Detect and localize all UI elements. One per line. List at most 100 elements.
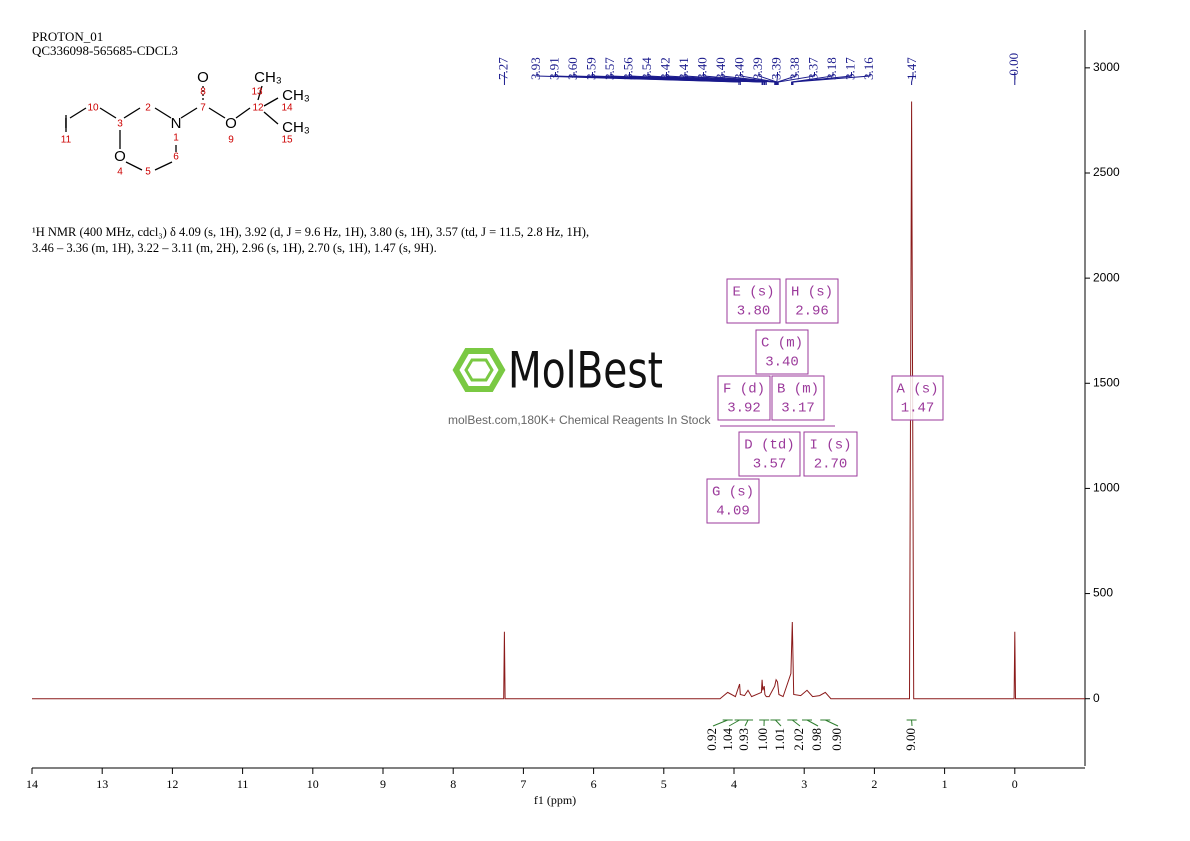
atom-number: 4 (117, 167, 123, 178)
atom-label: N (171, 115, 182, 132)
atom-number: 7 (200, 103, 206, 114)
peak-label: 3.37 (805, 57, 820, 80)
multiplet-shift: 1.47 (901, 401, 935, 417)
multiplet-box (785, 278, 839, 324)
peak-connector (740, 72, 777, 85)
logo-tagline: molBest.com,180K+ Chemical Reagents In S… (448, 413, 711, 427)
atom-number: 15 (281, 135, 293, 146)
peak-label: 3.91 (546, 57, 561, 80)
peak-connector (911, 72, 914, 85)
y-tick-label: 1500 (1093, 375, 1120, 389)
x-tick-label: 4 (731, 777, 737, 791)
peak-label: 3.17 (842, 57, 857, 80)
y-tick-label: 2500 (1093, 165, 1120, 179)
atom-number: 5 (145, 167, 151, 178)
integral-label: 1.01 (772, 728, 787, 751)
integral-label: 0.98 (809, 728, 824, 751)
peak-label: 3.39 (768, 57, 783, 80)
multiplet-label: D (td) (744, 438, 794, 454)
peak-label: 3.40 (694, 57, 709, 80)
integral-connector (775, 719, 782, 727)
multiplet-shift: 2.70 (814, 457, 848, 473)
y-tick-label: 1000 (1093, 481, 1120, 495)
peak-connector (777, 72, 797, 85)
atom-number: 10 (87, 103, 99, 114)
peak-label: 3.93 (528, 57, 543, 80)
integral-connector (806, 719, 819, 727)
atom-label: CH₃ (282, 119, 310, 136)
peak-connector (647, 72, 767, 85)
multiplet-label: E (s) (732, 285, 774, 301)
peak-connector (777, 72, 815, 85)
atom-label: O (225, 115, 237, 132)
x-tick-label: 5 (661, 777, 667, 791)
atom-number: 3 (117, 119, 123, 130)
multiplet-box (891, 375, 944, 421)
atom-number: 8 (200, 87, 206, 98)
integral-connector (712, 719, 728, 727)
peak-connector (776, 72, 778, 85)
peak-label: 3.56 (620, 57, 635, 80)
peak-label: 3.57 (602, 57, 617, 80)
peak-label: 3.40 (713, 57, 728, 80)
multiplet-shift: 3.17 (781, 401, 815, 417)
multiplet-label: F (d) (723, 382, 765, 398)
atom-number: 2 (145, 103, 151, 114)
peak-label: 3.39 (750, 57, 765, 80)
peak-label: 3.42 (657, 57, 672, 80)
peak-label: 3.59 (583, 57, 598, 80)
peak-label: 3.40 (731, 57, 746, 80)
multiplet-shift: 3.40 (765, 355, 799, 371)
multiplet-box (803, 431, 858, 477)
integral-label: 0.92 (704, 728, 719, 751)
integral-label: 1.00 (755, 728, 770, 751)
peak-connector (666, 72, 776, 85)
peak-label: 3.54 (639, 57, 654, 80)
x-tick-label: 13 (96, 777, 108, 791)
integral-connector (728, 719, 740, 727)
integral-label: 1.04 (720, 728, 735, 751)
atom-number: 6 (173, 152, 179, 163)
peak-connector (791, 72, 852, 85)
atom-label: CH₃ (254, 69, 282, 86)
atom-number: 13 (251, 87, 263, 98)
y-tick-label: 2000 (1093, 270, 1120, 284)
peak-connector (792, 72, 871, 85)
multiplet-label: B (m) (777, 382, 819, 398)
x-tick-label: 7 (520, 777, 526, 791)
y-tick-label: 500 (1093, 586, 1113, 600)
multiplet-shift: 4.09 (716, 504, 750, 520)
integral-connector (825, 719, 839, 727)
multiplet-box (738, 431, 801, 477)
multiplet-shift: 3.92 (727, 401, 761, 417)
spectrum-line (32, 101, 1085, 700)
x-tick-label: 14 (26, 777, 38, 791)
logo-text: MolBest (508, 342, 663, 400)
multiplet-box (726, 278, 781, 324)
integral-connector (744, 719, 749, 727)
peak-connector (555, 72, 741, 85)
peak-label: 7.27 (495, 57, 510, 80)
peak-label: -0.00 (1006, 53, 1021, 80)
peak-connector (791, 72, 834, 85)
nmr-description: ¹H NMR (400 MHz, cdcl₃) δ 4.09 (s, 1H), … (32, 225, 590, 255)
peak-connector (629, 72, 766, 85)
x-tick-label: 6 (591, 777, 597, 791)
x-tick-label: 9 (380, 777, 386, 791)
atom-label: O (114, 148, 126, 165)
x-tick-label: 3 (801, 777, 807, 791)
multiplet-box (755, 329, 809, 375)
multiplet-label: C (m) (761, 336, 803, 352)
x-tick-label: 1 (942, 777, 948, 791)
peak-label: 3.38 (787, 57, 802, 80)
peak-label: 1.47 (904, 57, 919, 80)
atom-number: 12 (252, 103, 264, 114)
title: PROTON_01 (32, 29, 103, 44)
atom-number: 1 (173, 133, 179, 144)
multiplet-box (717, 375, 771, 421)
peak-label: 3.16 (861, 57, 876, 80)
atom-number: 11 (61, 135, 72, 146)
integral-label: 0.93 (736, 728, 751, 751)
